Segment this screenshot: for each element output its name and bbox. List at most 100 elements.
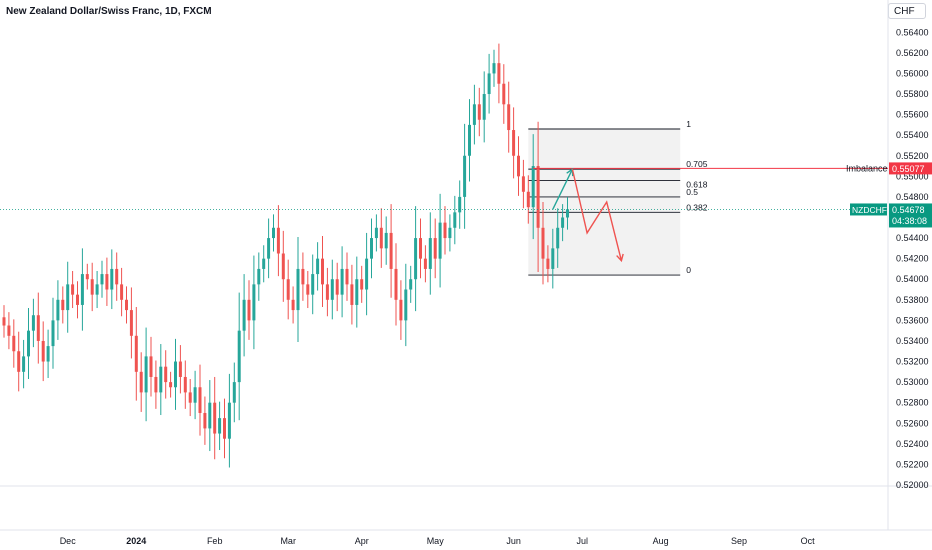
candle-body [394, 268, 398, 300]
candle-body [340, 268, 344, 295]
candle [492, 49, 496, 87]
projection-down-arrow-head [616, 253, 624, 263]
candle-body [487, 73, 491, 95]
candle-body [365, 258, 369, 290]
candle [546, 245, 550, 283]
countdown-timer: 04:38:08 [892, 216, 927, 226]
candle [120, 267, 124, 317]
candle-body [546, 258, 550, 269]
candle [291, 286, 295, 324]
candle [159, 344, 163, 416]
x-tick-label: Oct [801, 536, 816, 546]
candle [213, 376, 217, 460]
candle [399, 280, 403, 340]
candle [17, 331, 21, 392]
candle-body [374, 227, 378, 239]
candle-body [379, 227, 383, 249]
candle [384, 216, 388, 265]
candle-body [85, 274, 89, 280]
candle [203, 396, 207, 445]
y-tick-label: 0.53600 [896, 315, 929, 325]
y-tick-label: 0.52200 [896, 459, 929, 469]
candle [325, 267, 329, 317]
candle-body [46, 346, 50, 362]
x-tick-label: Jun [506, 536, 521, 546]
y-tick-label: 0.55600 [896, 110, 929, 120]
candle-body [536, 166, 540, 228]
candle [12, 319, 16, 368]
candle [301, 252, 305, 301]
candle [262, 245, 266, 283]
candle-body [389, 232, 393, 269]
candle-body [115, 268, 119, 285]
candle [438, 193, 442, 288]
y-tick-label: 0.56000 [896, 68, 929, 78]
candle [512, 107, 516, 179]
fib-level-label: 0.382 [686, 202, 708, 212]
candle [556, 208, 560, 268]
candle [468, 99, 471, 182]
candle [227, 373, 231, 468]
candle [80, 248, 84, 331]
candle [7, 312, 11, 350]
candle-body [12, 335, 16, 352]
candle-body [7, 325, 11, 336]
y-tick-label: 0.54000 [896, 274, 929, 284]
candle [198, 364, 202, 436]
candle [276, 205, 280, 277]
candle [335, 262, 339, 312]
candle-body [56, 299, 60, 321]
candle [340, 246, 344, 318]
candle [507, 81, 511, 153]
candle-body [218, 418, 222, 434]
x-tick-label: May [427, 536, 445, 546]
candle-body [178, 361, 182, 377]
candle-body [541, 227, 545, 259]
candle [252, 255, 256, 350]
candle-body [423, 258, 427, 269]
candle-body [561, 217, 565, 228]
y-axis-labels: 0.56400 0.56200 0.56000 0.55800 0.55600 0.554… [896, 27, 929, 490]
candle [409, 265, 413, 303]
candle [115, 252, 119, 301]
candle-body [232, 382, 236, 403]
candle-body [409, 279, 413, 290]
candle [223, 398, 226, 459]
candle-body [129, 310, 133, 336]
candle-body [428, 238, 432, 269]
candle [531, 134, 535, 240]
candle-body [110, 268, 114, 290]
candle-body [458, 196, 462, 213]
candle-body [330, 279, 334, 300]
candle-body [370, 238, 373, 259]
fib-level-label: 0.5 [686, 187, 698, 197]
candle-body [526, 191, 530, 208]
current-price: 0.54678 [892, 205, 925, 215]
candle [526, 175, 530, 224]
candle-body [51, 320, 55, 347]
y-tick-label: 0.56400 [896, 27, 929, 37]
candle-body [384, 232, 388, 249]
candle [541, 202, 545, 285]
candle [267, 218, 271, 279]
candle-body [492, 63, 496, 74]
candle-body [468, 124, 471, 156]
candle-body [335, 279, 339, 295]
candle-body [105, 274, 109, 290]
candle-body [507, 104, 511, 131]
candle [139, 352, 143, 412]
candle-body [242, 299, 246, 331]
candle-body [66, 284, 70, 311]
candle [330, 259, 334, 320]
y-tick-label: 0.54800 [896, 192, 929, 202]
candle [374, 214, 378, 252]
candle [517, 136, 520, 196]
candle [561, 204, 565, 242]
candle [76, 281, 79, 319]
x-tick-label: Jul [576, 536, 588, 546]
candle-body [296, 268, 300, 311]
candle [66, 261, 70, 333]
candle-body [433, 238, 437, 259]
candle-body [512, 130, 516, 156]
